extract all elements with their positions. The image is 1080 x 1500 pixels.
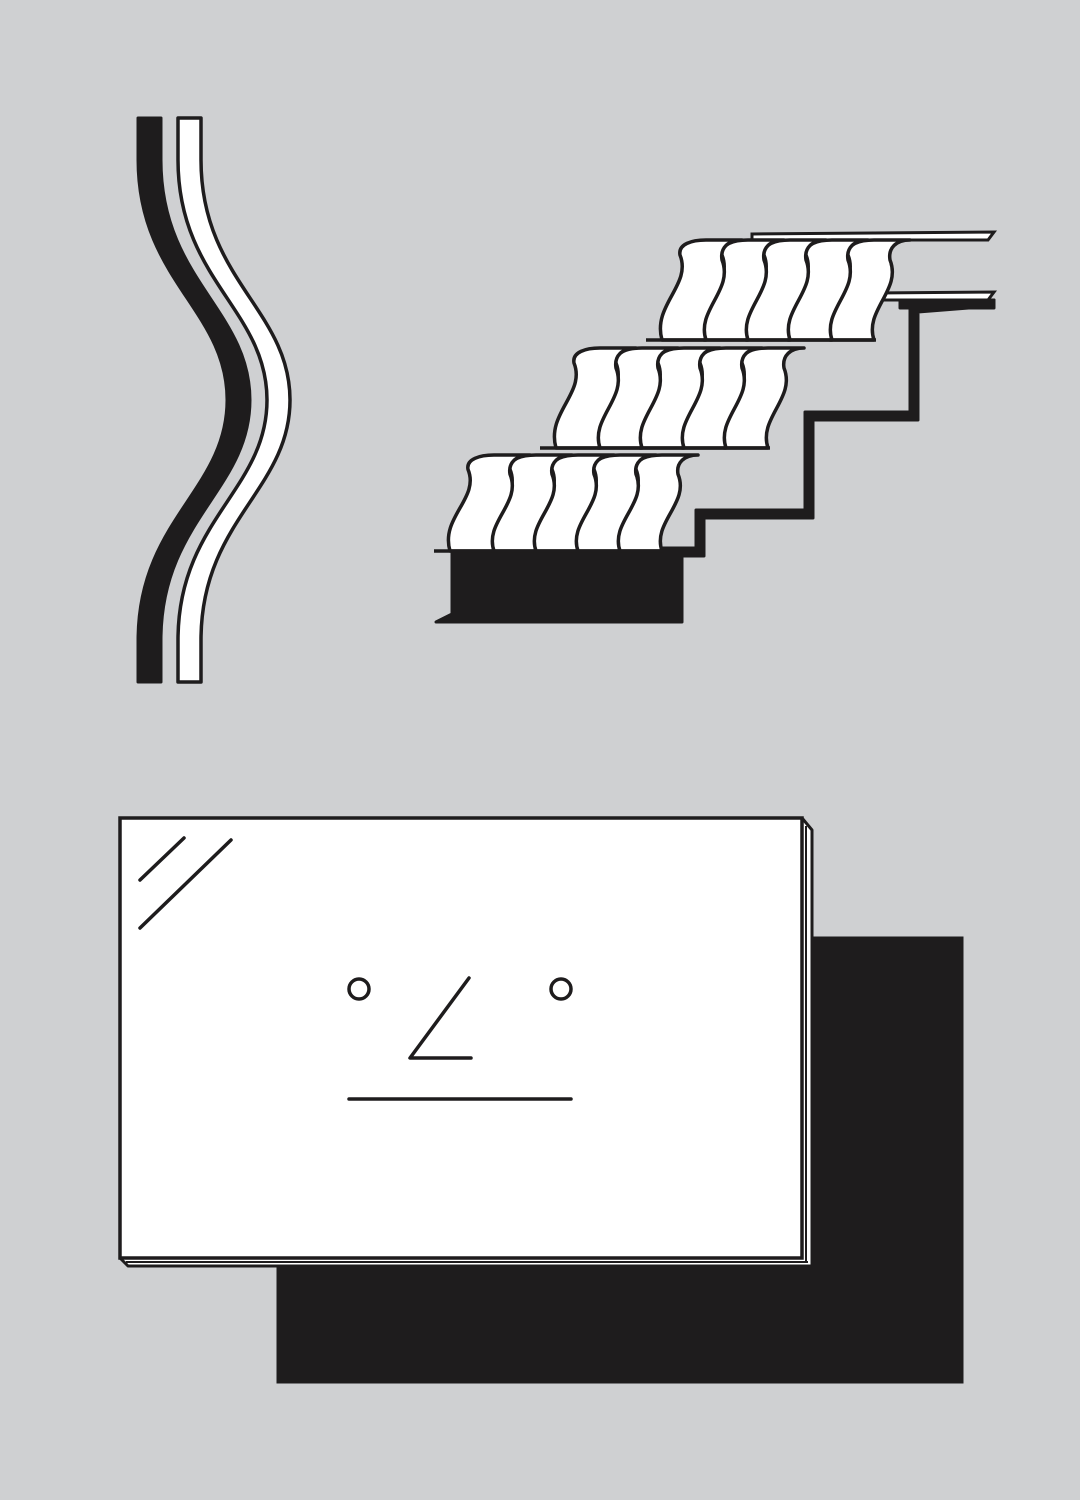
- white-strip: [176, 116, 292, 684]
- right-eye: [549, 977, 573, 1001]
- nose: [408, 976, 473, 1060]
- face: [347, 976, 573, 1101]
- glare-lines: [138, 836, 233, 930]
- wave-tile: [446, 453, 532, 553]
- face-panel-icon: [118, 816, 964, 1384]
- wave-tile: [552, 346, 638, 450]
- stairs-shadow: [434, 298, 996, 624]
- wavy-strips-icon: [136, 116, 292, 684]
- black-strip: [136, 116, 252, 684]
- step-rim: [750, 230, 998, 242]
- panel-face: [118, 816, 804, 1260]
- stairs-waves: [434, 230, 998, 553]
- left-eye: [347, 977, 371, 1001]
- wave-stairs-icon: [434, 230, 998, 624]
- wave-tile: [658, 238, 744, 342]
